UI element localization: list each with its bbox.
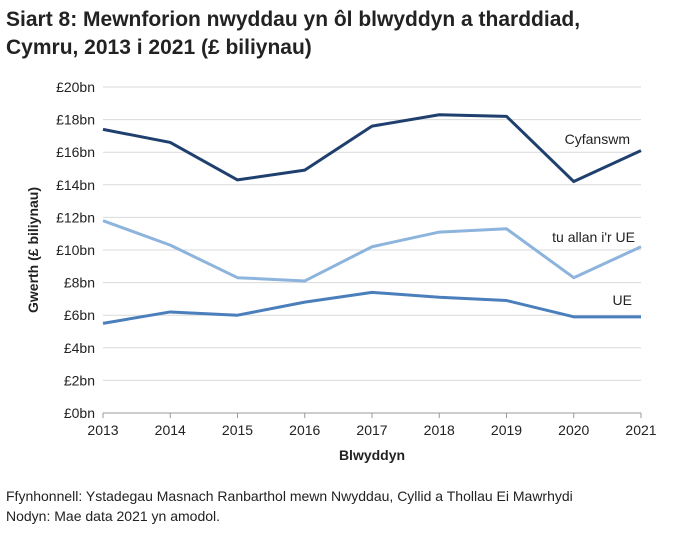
series-label: Cyfanswm <box>565 131 630 147</box>
chart-title: Siart 8: Mewnforion nwyddau yn ôl blwydd… <box>6 6 676 62</box>
x-axis-label: Blwyddyn <box>339 447 405 463</box>
y-tick-label: £14bn <box>56 177 95 193</box>
y-tick-label: £18bn <box>56 112 95 128</box>
y-tick-label: £10bn <box>56 242 95 258</box>
y-tick-label: £12bn <box>56 209 95 225</box>
source-note: Ffynhonnell: Ystadegau Masnach Ranbartho… <box>6 488 573 504</box>
y-tick-label: £16bn <box>56 144 95 160</box>
y-tick-label: £2bn <box>64 372 95 388</box>
series-label: UE <box>613 292 632 308</box>
x-tick-label: 2015 <box>222 422 253 438</box>
series-line-2 <box>102 290 641 325</box>
y-tick-label: £6bn <box>64 307 95 323</box>
series-label: tu allan i'r UE <box>552 229 635 245</box>
x-tick-label: 2019 <box>491 422 522 438</box>
x-tick-label: 2018 <box>424 422 455 438</box>
y-axis-label: Gwerth (£ biliynau) <box>25 187 41 313</box>
series-line-0 <box>102 113 642 184</box>
y-tick-label: £4bn <box>64 340 95 356</box>
y-tick-label: £8bn <box>64 275 95 291</box>
y-tick-label: £20bn <box>56 79 95 95</box>
x-tick-label: 2021 <box>625 422 656 438</box>
title-line-1: Siart 8: Mewnforion nwyddau yn ôl blwydd… <box>6 8 581 31</box>
x-tick-label: 2013 <box>87 422 118 438</box>
x-tick-label: 2017 <box>356 422 387 438</box>
x-tick-label: 2020 <box>558 422 589 438</box>
x-tick-label: 2014 <box>155 422 186 438</box>
title-line-2: Cymru, 2013 i 2021 (£ biliynau) <box>6 36 312 59</box>
x-tick-label: 2016 <box>289 422 320 438</box>
data-note: Nodyn: Mae data 2021 yn amodol. <box>6 508 221 524</box>
y-tick-label: £0bn <box>64 405 95 421</box>
